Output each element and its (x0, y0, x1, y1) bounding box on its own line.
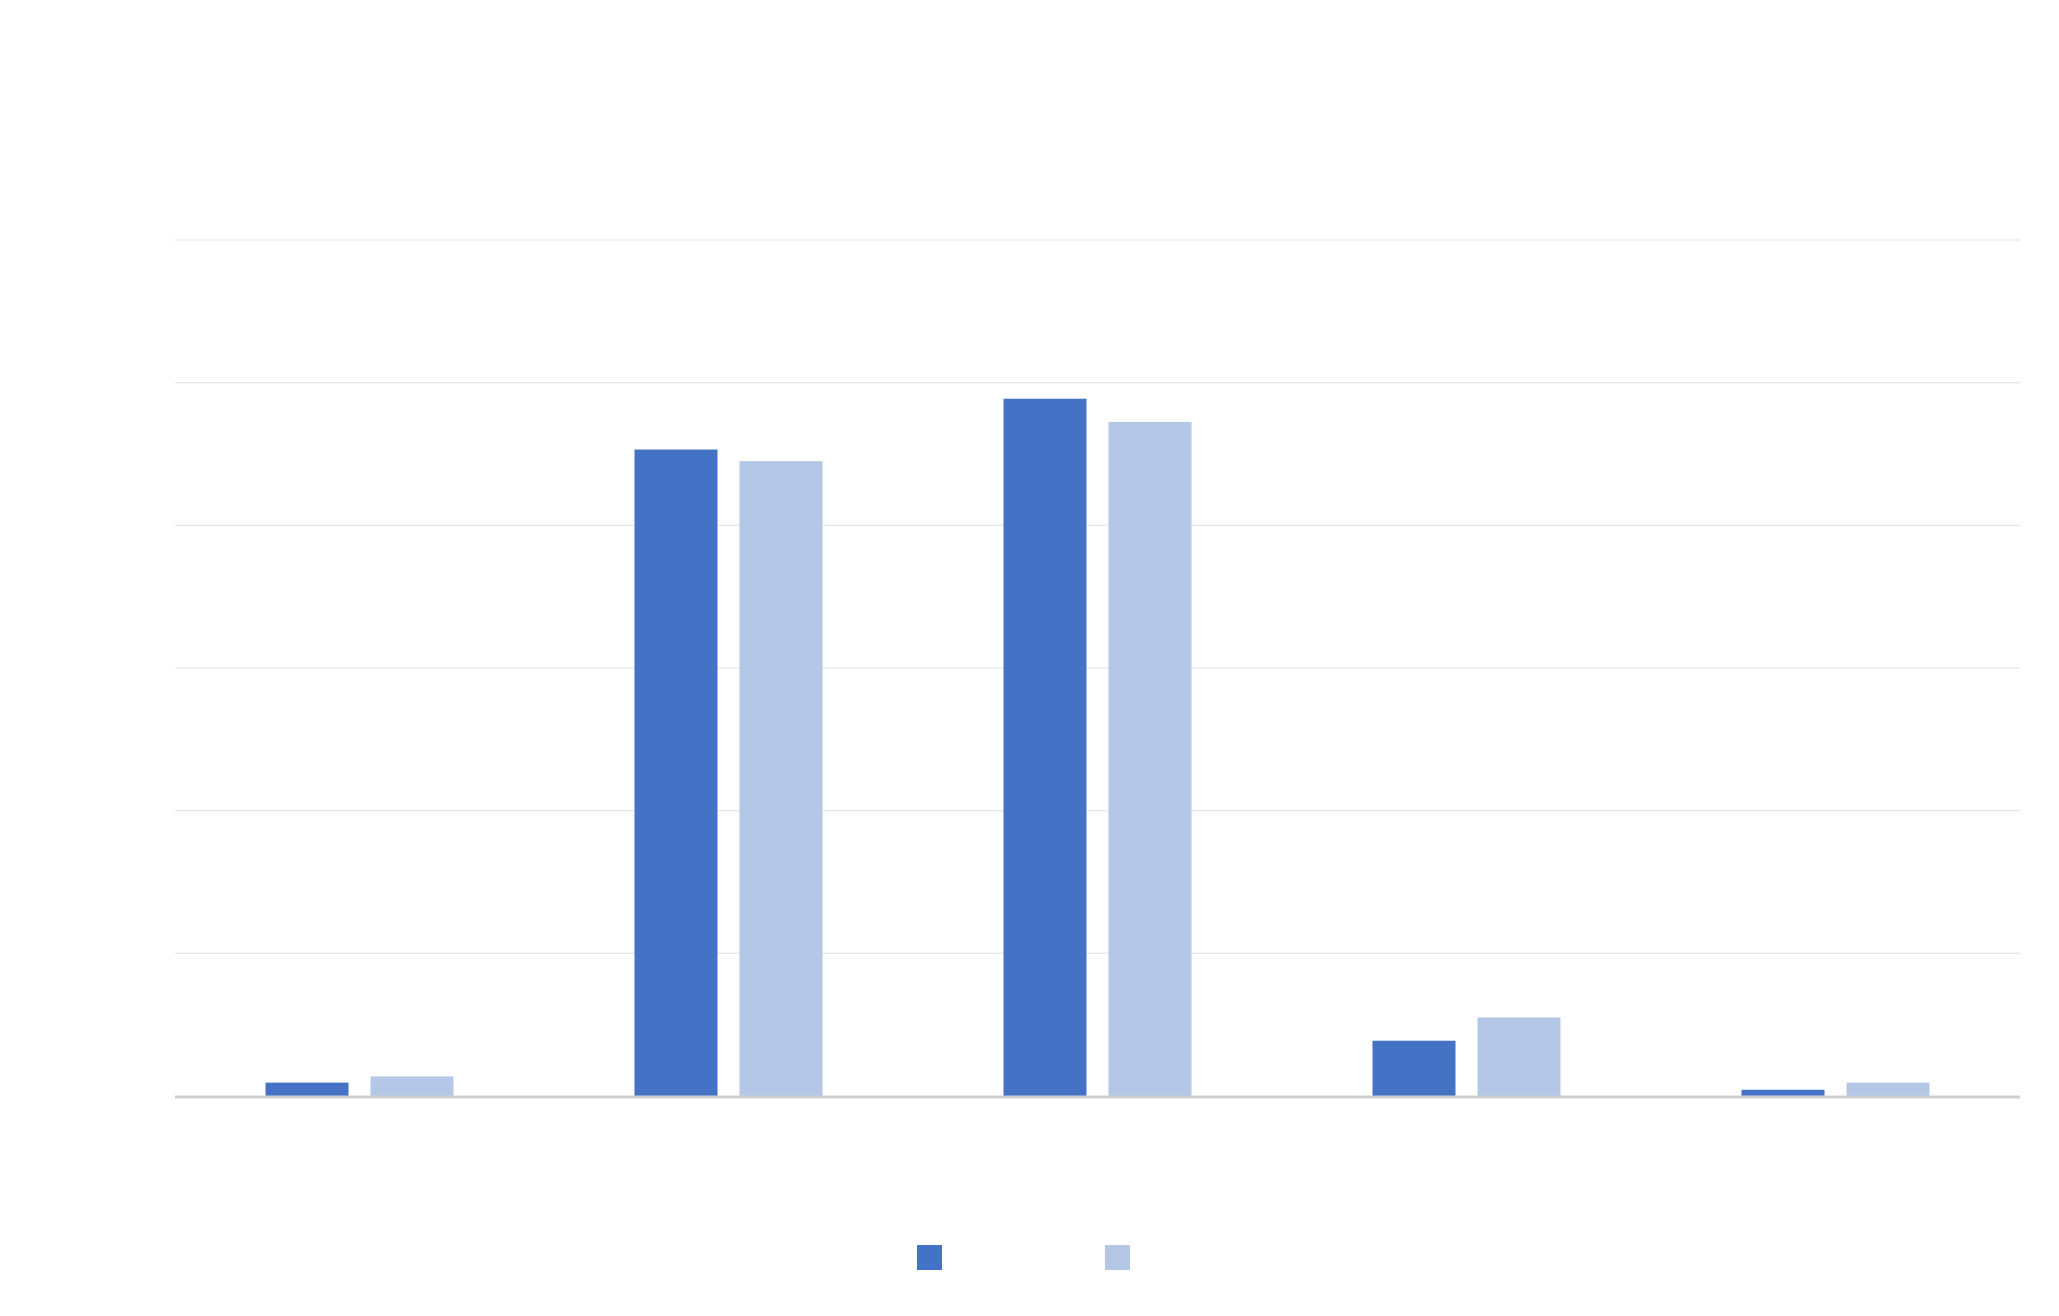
legend-swatch-series-1 (916, 1244, 942, 1270)
bar-series-2-category-2 (739, 461, 823, 1097)
bar-series-1-category-2 (634, 449, 718, 1097)
gridlines (175, 239, 2020, 954)
legend-item-series-2 (1104, 1244, 1143, 1270)
bar-series-2-category-3 (1108, 421, 1192, 1096)
legend-item-series-1 (916, 1244, 955, 1270)
bar-series-2-category-5 (1846, 1082, 1930, 1096)
bars (265, 398, 1930, 1097)
bar-series-1-category-4 (1372, 1040, 1456, 1096)
bar-series-2-category-4 (1477, 1017, 1561, 1096)
bar-series-1-category-5 (1741, 1089, 1825, 1096)
bar-series-1-category-3 (1003, 398, 1087, 1096)
legend (0, 1240, 2059, 1274)
bar-series-1-category-1 (265, 1082, 349, 1096)
bar-series-2-category-1 (370, 1076, 454, 1096)
legend-swatch-series-2 (1104, 1244, 1130, 1270)
